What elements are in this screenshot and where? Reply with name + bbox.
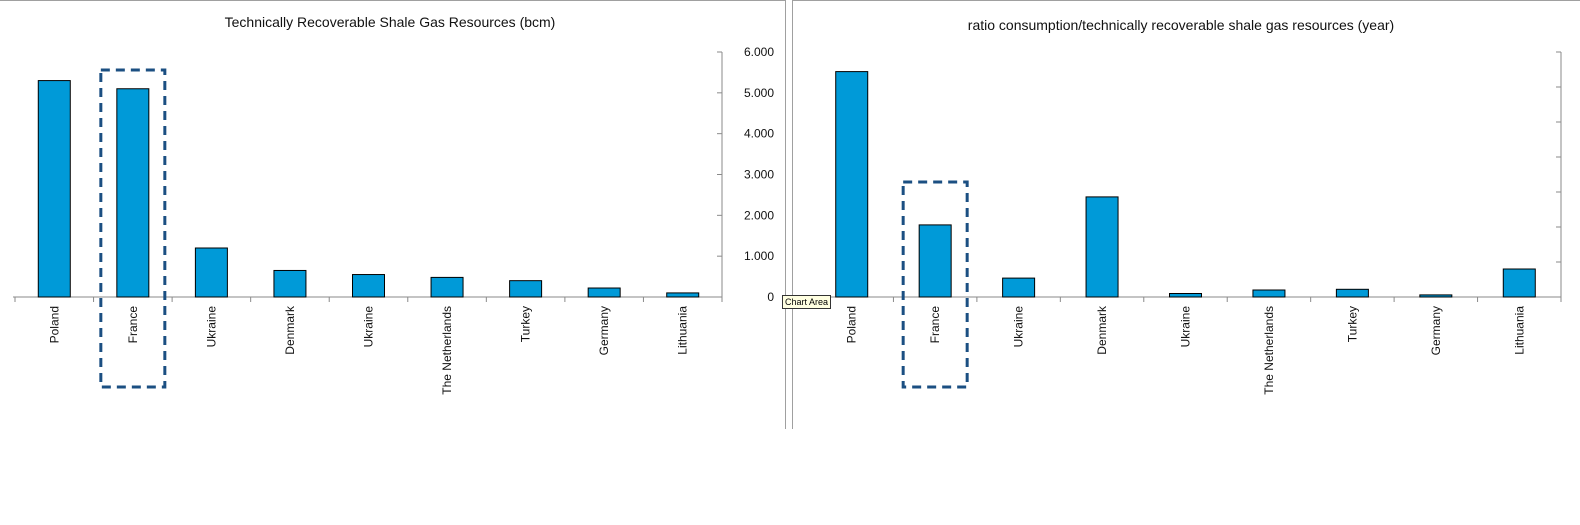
bar-ukraine	[1169, 293, 1202, 298]
bar-denmark	[1085, 196, 1119, 298]
bar-turkey	[1335, 288, 1369, 298]
bar-germany	[1419, 294, 1453, 298]
bar-germany	[587, 287, 621, 298]
bar-ukraine	[194, 247, 228, 298]
y-tick-label: 5.000	[744, 86, 774, 100]
chart-panel-consumption-ratio[interactable]: ratio consumption/technically recoverabl…	[792, 0, 1580, 429]
category-label: Ukraine	[204, 306, 218, 348]
category-label: Ukraine	[1012, 306, 1026, 348]
category-label: Lithuania	[676, 306, 690, 355]
category-label: Poland	[47, 306, 61, 343]
bar-ukraine	[352, 274, 385, 298]
category-label: Ukraine	[1179, 306, 1193, 348]
category-label: Turkey	[1345, 306, 1359, 342]
bar-lithuania	[1502, 268, 1536, 298]
y-tick-label: 6.000	[744, 45, 774, 59]
category-label: Turkey	[519, 306, 533, 342]
category-label: France	[126, 306, 140, 344]
chart-title-left: Technically Recoverable Shale Gas Resour…	[225, 14, 556, 30]
y-tick-label: 0	[767, 290, 774, 304]
category-label: Germany	[1429, 306, 1443, 355]
bar-the-netherlands	[1252, 289, 1286, 298]
category-label: France	[928, 306, 942, 344]
chart-svg-right: ratio consumption/technically recoverabl…	[808, 17, 1562, 395]
y-tick-label: 4.000	[744, 127, 774, 141]
bar-france	[918, 224, 952, 298]
bar-poland	[37, 80, 71, 298]
category-label: Lithuania	[1512, 306, 1526, 355]
chart-area-tooltip: Chart Area	[782, 295, 832, 309]
category-label: Denmark	[1095, 305, 1109, 355]
bar-denmark	[273, 269, 307, 298]
bar-ukraine	[1002, 277, 1036, 298]
bar-lithuania	[666, 292, 700, 298]
bar-france	[116, 88, 150, 298]
category-label: Ukraine	[362, 306, 376, 348]
y-tick-label: 1.000	[744, 249, 774, 263]
category-label: Germany	[597, 306, 611, 355]
chart-title-right: ratio consumption/technically recoverabl…	[968, 17, 1394, 33]
highlight-box-france	[901, 180, 969, 389]
bar-turkey	[509, 280, 543, 298]
category-label: Poland	[845, 306, 859, 343]
bar-poland	[835, 71, 869, 298]
category-label: The Netherlands	[1262, 306, 1276, 395]
highlight-box-france	[99, 68, 167, 389]
y-tick-label: 3.000	[744, 168, 774, 182]
category-label: The Netherlands	[440, 306, 454, 395]
chart-panel-shale-gas-resources[interactable]: Technically Recoverable Shale Gas Resour…	[0, 0, 786, 429]
category-label: Denmark	[283, 305, 297, 355]
chart-svg-left: Technically Recoverable Shale Gas Resour…	[13, 14, 774, 395]
y-tick-label: 2.000	[744, 208, 774, 222]
bar-the-netherlands	[430, 276, 464, 298]
